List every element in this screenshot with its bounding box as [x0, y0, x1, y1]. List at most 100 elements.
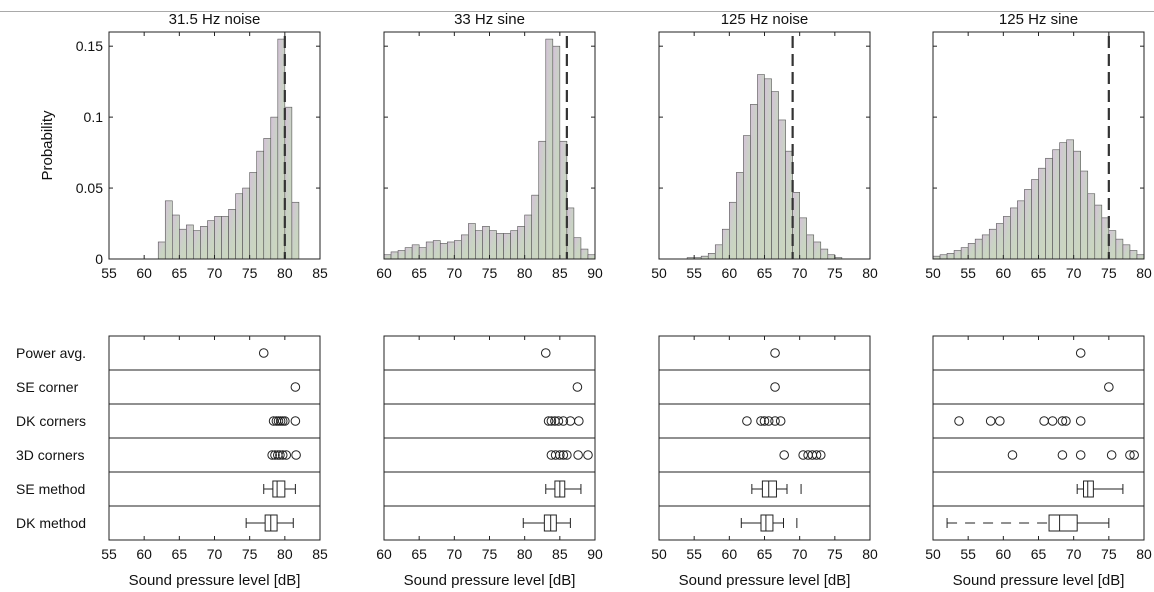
histogram-bar	[1115, 238, 1124, 260]
histogram-title: 31.5 Hz noise	[169, 11, 261, 28]
histogram-bar	[256, 150, 265, 260]
histogram-bar	[1080, 170, 1089, 260]
x-tick-label: 50	[925, 546, 941, 562]
histogram-bar	[806, 234, 815, 260]
data-point-circle	[267, 450, 277, 460]
histogram-bar	[729, 201, 737, 260]
x-axis-label: Sound pressure level [dB]	[129, 572, 301, 589]
histogram-bar	[1052, 149, 1060, 260]
histogram-bar	[531, 194, 540, 260]
histogram-bar	[475, 230, 483, 260]
x-tick-label: 80	[1136, 546, 1152, 562]
x-tick-label: 55	[101, 265, 117, 281]
histogram-bar	[1010, 207, 1018, 260]
x-tick-label: 75	[1101, 265, 1117, 281]
histogram-bar	[418, 247, 427, 260]
histogram-bar	[771, 91, 779, 260]
x-tick-label: 80	[1136, 265, 1152, 281]
histogram-bar	[587, 254, 596, 260]
data-point-circle	[770, 348, 780, 358]
data-point-circle	[583, 450, 593, 460]
histogram-bar	[799, 217, 808, 260]
x-tick-label: 55	[686, 546, 702, 562]
x-tick-label: 80	[277, 265, 293, 281]
histogram-bar	[1073, 150, 1081, 260]
x-tick-label: 65	[757, 265, 773, 281]
histogram-bar	[1059, 142, 1067, 260]
data-point-circle	[1125, 450, 1135, 460]
x-tick-label: 75	[1101, 546, 1117, 562]
data-point-circle	[277, 450, 288, 460]
data-point-circle	[1129, 450, 1139, 460]
interquartile-box	[761, 480, 777, 498]
data-point-circle	[281, 450, 292, 460]
x-tick-label: 60	[136, 546, 152, 562]
x-tick-label: 80	[862, 265, 878, 281]
x-tick-label: 75	[827, 265, 843, 281]
x-tick-label: 70	[1066, 546, 1082, 562]
x-tick-label: 50	[651, 546, 667, 562]
data-point-circle	[574, 416, 584, 426]
data-point-circle	[770, 416, 780, 426]
y-tick-label: 0.1	[84, 109, 104, 125]
data-point-circle	[1057, 450, 1068, 460]
histogram-bar	[1045, 157, 1053, 260]
histogram-bar	[721, 228, 730, 260]
y-tick-label: 0.05	[76, 180, 103, 196]
x-tick-label: 50	[651, 265, 667, 281]
x-tick-label: 80	[277, 546, 293, 562]
y-tick-label: 0	[95, 251, 103, 267]
histogram-bar	[939, 254, 948, 260]
data-point-circle	[995, 416, 1005, 426]
x-tick-label: 65	[172, 546, 188, 562]
data-point-circle	[258, 348, 269, 358]
x-tick-label: 85	[312, 265, 328, 281]
histogram-bar	[411, 244, 420, 260]
panel-1: 31.5 Hz noise 55 60 65 70 75 80 85 0 0.05 0.1 0.15 P…	[16, 11, 328, 589]
data-point-circle	[815, 450, 826, 460]
data-point-circle	[759, 416, 770, 426]
interquartile-box	[1048, 514, 1078, 532]
x-tick-label: 65	[411, 546, 427, 562]
interquartile-box	[760, 514, 774, 532]
histogram-bar	[468, 223, 476, 260]
histogram-bar	[489, 230, 497, 260]
histogram-bar	[967, 243, 976, 260]
histogram-bar	[545, 38, 554, 260]
data-point-circle	[798, 450, 808, 460]
x-axis-label: Sound pressure level [dB]	[404, 572, 576, 589]
x-tick-label: 65	[1031, 546, 1047, 562]
x-tick-label: 65	[411, 265, 427, 281]
data-point-circle	[268, 416, 279, 426]
histogram-bar	[778, 119, 786, 260]
histogram-bar	[573, 237, 582, 260]
x-tick-label: 75	[242, 265, 258, 281]
histogram-bar	[552, 45, 561, 260]
row-label: Power avg.	[16, 345, 86, 361]
x-tick-label: 60	[722, 546, 738, 562]
histogram-bar	[496, 233, 504, 260]
data-point-circle	[558, 450, 569, 460]
x-tick-label: 50	[925, 265, 941, 281]
histogram-bar	[228, 209, 236, 260]
histogram-bar	[981, 234, 990, 260]
histogram-bar	[503, 233, 511, 260]
histogram-bar	[538, 140, 547, 260]
panel-2: 33 Hz sine 60 65 70 75 80 85 90 60 65 70 75 80 85 90 So…	[376, 11, 603, 589]
histogram-bar	[193, 230, 201, 260]
y-tick-label: 0.15	[76, 38, 103, 54]
row-label: SE corner	[16, 379, 79, 395]
histogram-bar	[580, 248, 589, 260]
data-point-circle	[558, 416, 569, 426]
x-tick-label: 70	[207, 546, 223, 562]
data-point-circle	[291, 450, 301, 460]
x-tick-label: 60	[376, 265, 392, 281]
histogram-bar	[1031, 179, 1039, 260]
x-tick-label: 55	[686, 265, 702, 281]
data-point-circle	[1075, 416, 1086, 426]
histogram-bar	[425, 241, 434, 260]
histogram-bar	[446, 241, 455, 260]
histogram-bar	[186, 224, 194, 260]
histogram-bar	[249, 172, 258, 260]
histogram-bar	[757, 74, 765, 260]
